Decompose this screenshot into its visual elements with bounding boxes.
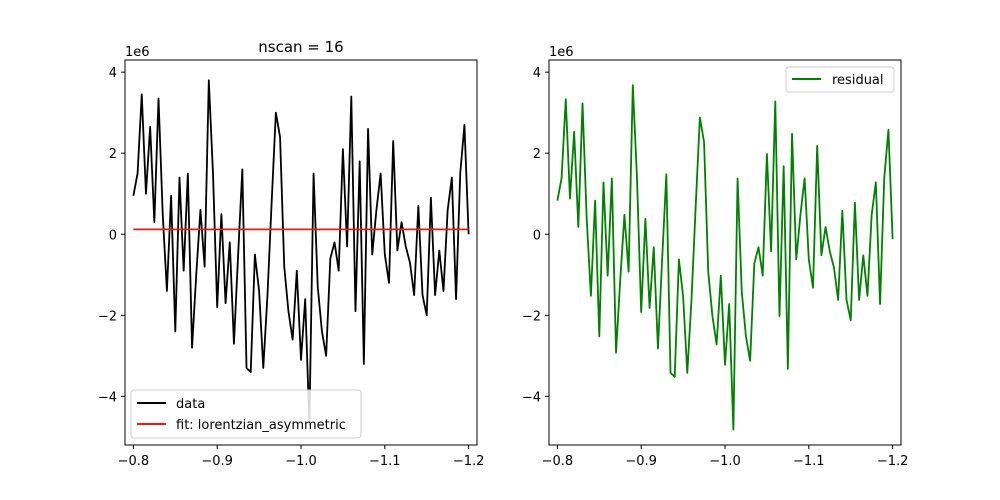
right-legend-box [785,66,895,93]
series-line-data [132,79,470,426]
x-tick-label: −1.0 [285,454,317,469]
y-tick-label: 4 [533,66,541,81]
y-tick-label: 4 [109,66,117,81]
y-tick-label: −2 [522,309,541,324]
y-tick-label: −2 [98,309,117,324]
right-series-group [556,84,894,431]
x-tick-label: −0.9 [625,454,657,469]
x-tick-label: −1.1 [793,454,825,469]
y-tick-label: 2 [109,147,117,162]
x-tick-label: −1.2 [453,454,485,469]
legend-data-label: data [176,397,205,412]
left-tick-group: −0.8 −0.9 −1.0 −1.1 −1.2 −4 −2 0 2 4 [98,66,485,469]
y-tick-label: −4 [522,390,541,405]
x-tick-label: −0.8 [118,454,150,469]
x-tick-label: −1.2 [877,454,909,469]
right-legend: residual [785,66,895,93]
x-tick-label: −0.8 [542,454,574,469]
left-series-group [132,79,470,426]
left-plot-panel: nscan = 16 1e6 −0.8 −0.9 −1.0 −1.1 −1.2 −4 −2 0… [98,38,485,469]
y-tick-label: 0 [533,228,541,243]
y-tick-label: 0 [109,228,117,243]
legend-fit-label: fit: lorentzian_asymmetric [176,418,346,433]
x-tick-label: −1.0 [709,454,741,469]
left-y-multiplier: 1e6 [125,45,150,60]
y-tick-label: 2 [533,147,541,162]
right-tick-group: −0.8 −0.9 −1.0 −1.1 −1.2 −4 −2 0 2 4 [522,66,909,469]
x-tick-label: −0.9 [201,454,233,469]
right-y-multiplier: 1e6 [549,45,574,60]
legend-residual-label: residual [832,73,884,88]
series-line-residual [556,84,894,431]
y-tick-label: −4 [98,390,117,405]
right-plot-panel: 1e6 −0.8 −0.9 −1.0 −1.1 −1.2 −4 −2 0 2 4 residual [522,45,909,469]
x-tick-label: −1.1 [369,454,401,469]
left-legend: data fit: lorentzian_asymmetric [130,389,362,439]
left-plot-title: nscan = 16 [258,38,343,56]
left-legend-box [130,389,362,439]
